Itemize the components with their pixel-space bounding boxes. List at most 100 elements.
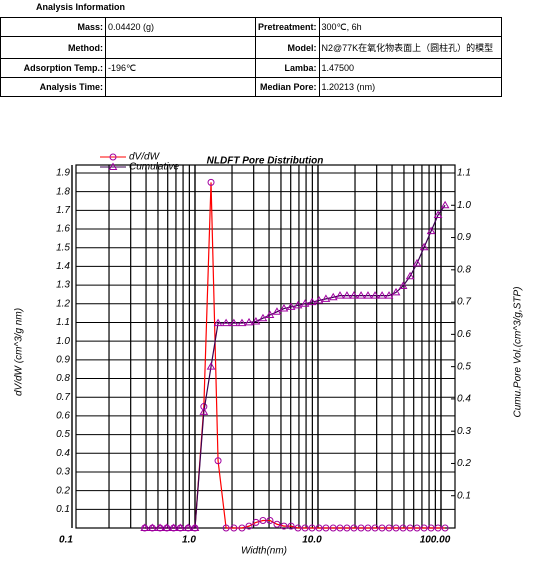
data-point	[384, 291, 394, 299]
data-point	[441, 524, 449, 532]
data-point	[378, 524, 386, 532]
data-point	[391, 287, 401, 296]
data-point	[229, 318, 239, 327]
y-axis-label: dV/dW (cm^3/g nm)	[14, 308, 25, 396]
data-point	[356, 291, 366, 299]
data-point	[237, 318, 247, 327]
data-point	[434, 524, 442, 532]
data-point	[308, 524, 316, 532]
y-tick-label: 0.1	[56, 504, 70, 515]
y2-tick-label: 0.1	[457, 490, 471, 501]
data-point	[405, 271, 415, 280]
y-tick-label: 0.6	[56, 411, 70, 422]
data-point	[206, 362, 216, 370]
field-value	[105, 77, 256, 97]
y2-tick-label: 0.6	[457, 329, 471, 340]
legend-marker	[108, 162, 118, 170]
data-point	[301, 524, 309, 532]
data-point	[370, 291, 380, 299]
y2-tick-label: 0.8	[457, 264, 471, 275]
data-point	[259, 517, 267, 525]
y-tick-label: 1.4	[56, 261, 70, 272]
x-tick-label: 100.00	[420, 535, 451, 546]
data-point	[419, 242, 429, 251]
data-point	[399, 524, 407, 532]
field-label: Analysis Time:	[0, 77, 106, 97]
data-point	[440, 200, 450, 209]
data-point	[175, 523, 185, 531]
y-tick-label: 1.8	[56, 186, 70, 197]
data-point	[293, 300, 303, 309]
y-tick-label: 0.7	[56, 392, 70, 403]
data-point	[427, 524, 435, 532]
data-point	[251, 316, 261, 325]
legend-label: dV/dW	[129, 152, 161, 163]
y2-axis-label: Cumu.Pore Vol.(cm^3/g,STP)	[513, 286, 524, 417]
y2-tick-label: 1.0	[457, 200, 471, 211]
y-tick-label: 0.4	[56, 448, 70, 459]
data-point	[286, 302, 296, 310]
data-point	[245, 522, 253, 530]
data-point	[230, 524, 238, 532]
data-point	[426, 226, 436, 235]
chart-title: NLDFT Pore Distribution	[207, 156, 324, 167]
y2-tick-label: 0.7	[457, 297, 471, 308]
y2-tick-label: 0.5	[457, 361, 471, 372]
data-point	[335, 291, 345, 299]
data-point	[350, 524, 358, 532]
x-tick-label: 1.0	[182, 535, 196, 546]
y-tick-label: 0.2	[56, 485, 70, 496]
data-point	[385, 524, 393, 532]
series-line	[144, 204, 446, 529]
data-point	[147, 523, 157, 531]
y2-tick-label: 0.3	[457, 426, 471, 437]
data-point	[273, 520, 281, 528]
y-tick-label: 1.5	[56, 242, 70, 253]
data-point	[342, 291, 352, 299]
data-point	[392, 524, 400, 532]
legend-label: Cumulative	[129, 162, 179, 173]
y-tick-label: 0.9	[56, 354, 70, 365]
data-point	[328, 292, 338, 301]
x-axis-label: Width(nm)	[241, 546, 287, 557]
y-tick-label: 1.9	[56, 168, 70, 179]
data-point	[155, 523, 165, 531]
data-point	[140, 523, 150, 531]
field-value: 1.20213 (nm)	[318, 77, 502, 97]
data-point	[162, 523, 172, 531]
data-point	[315, 524, 323, 532]
data-point	[265, 310, 275, 318]
data-point	[398, 281, 408, 289]
data-point	[433, 210, 443, 218]
data-point	[314, 295, 324, 304]
plot-frame	[75, 164, 456, 529]
data-point	[363, 291, 373, 299]
data-point	[357, 524, 365, 532]
y2-tick-label: 0.2	[457, 458, 471, 469]
data-point	[349, 291, 359, 299]
data-point	[364, 524, 372, 532]
y2-tick-label: 1.1	[457, 168, 471, 179]
data-point	[329, 524, 337, 532]
y-tick-label: 1.6	[56, 224, 70, 235]
data-point	[258, 313, 268, 322]
data-point	[287, 522, 295, 530]
data-point	[336, 524, 344, 532]
y-tick-label: 1.3	[56, 280, 70, 291]
data-point	[222, 524, 230, 532]
data-point	[221, 318, 231, 327]
data-point	[321, 294, 331, 302]
data-point	[377, 291, 387, 299]
data-point	[280, 522, 288, 530]
y2-tick-label: 0.9	[457, 232, 471, 243]
data-point	[413, 524, 421, 532]
data-point	[169, 523, 178, 531]
data-point	[199, 407, 209, 415]
data-point	[183, 523, 193, 531]
data-point	[279, 304, 289, 312]
data-point	[190, 523, 200, 531]
data-point	[412, 258, 422, 267]
legend-marker	[109, 153, 117, 161]
y-tick-label: 1.0	[56, 336, 70, 347]
